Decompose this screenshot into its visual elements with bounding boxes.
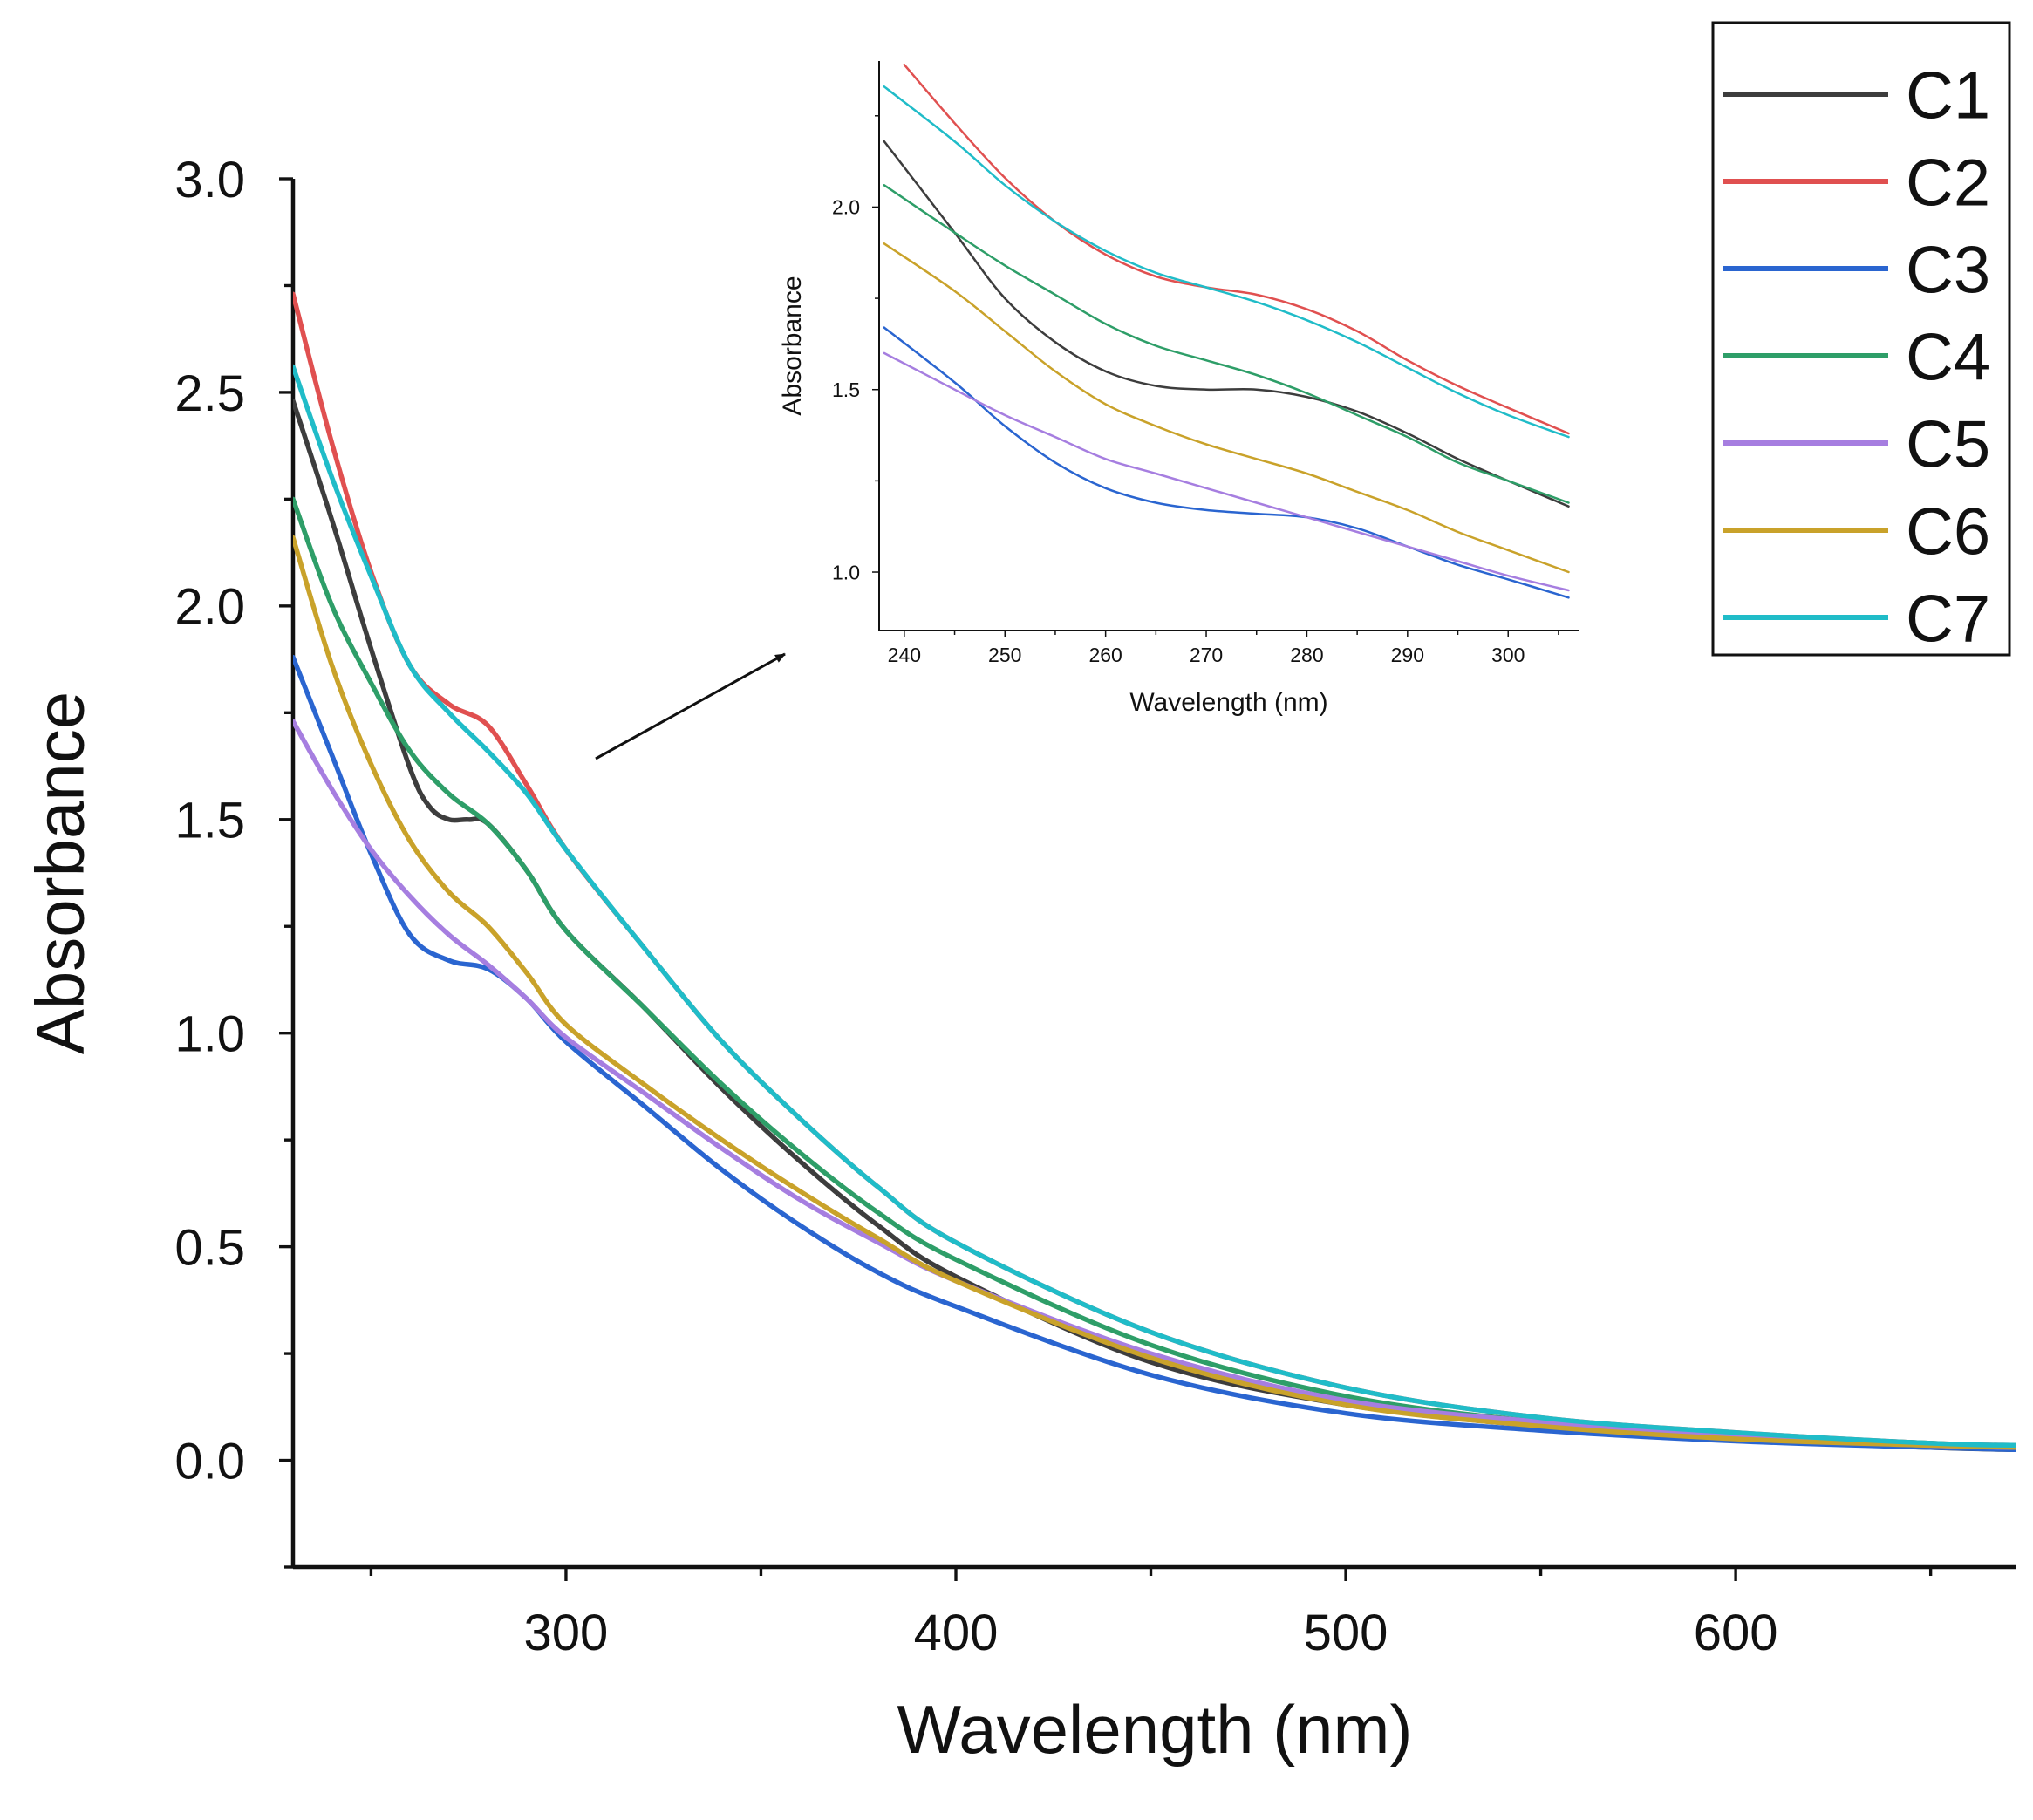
main-series-c5 xyxy=(293,719,2016,1450)
inset-y-tick-label: 2.0 xyxy=(832,196,860,219)
legend-label-c6: C6 xyxy=(1906,494,1990,569)
inset-x-tick-label: 290 xyxy=(1391,644,1424,666)
inset-y-tick-label: 1.0 xyxy=(832,561,860,583)
inset-x-tick-label: 260 xyxy=(1088,644,1122,666)
main-plot: 300 400 500 600 0.0 0.5 1.0 1.5 2.0 2.5 3.0 Wavelen… xyxy=(22,152,2016,1768)
inset-series-c2 xyxy=(903,63,1570,435)
inset-series-c1 xyxy=(883,140,1570,508)
inset-y-tick-label: 1.5 xyxy=(832,378,860,401)
inset-series-group xyxy=(883,63,1570,599)
inset-series-c6 xyxy=(883,242,1570,574)
inset-y-axis-label: Absorbance xyxy=(778,276,807,415)
main-y-tick-label: 2.0 xyxy=(174,579,245,636)
legend-label-c4: C4 xyxy=(1906,320,1990,394)
main-y-tick-label: 3.0 xyxy=(174,152,245,208)
main-x-tick-label: 300 xyxy=(524,1605,609,1661)
legend-label-c1: C1 xyxy=(1906,58,1990,133)
legend-label-c5: C5 xyxy=(1906,407,1990,481)
main-x-axis-label: Wavelength (nm) xyxy=(897,1691,1413,1768)
inset-x-tick-label: 270 xyxy=(1190,644,1223,666)
inset-x-tick-label: 240 xyxy=(888,644,921,666)
main-y-axis-label: Absorbance xyxy=(22,692,99,1054)
legend-label-c2: C2 xyxy=(1906,146,1990,220)
legend-label-c7: C7 xyxy=(1906,582,1990,656)
main-series-group xyxy=(293,291,2016,1453)
main-series-c6 xyxy=(293,535,2016,1450)
inset-series-c7 xyxy=(883,85,1570,439)
inset-plot: 240 250 260 270 280 290 300 1.0 1.5 2.0 Wavelength… xyxy=(778,61,1579,717)
legend-label-c3: C3 xyxy=(1906,233,1990,307)
inset-x-tick-label: 300 xyxy=(1491,644,1525,666)
inset-series-c5 xyxy=(883,351,1570,592)
zoom-arrow xyxy=(595,652,786,760)
main-series-c3 xyxy=(293,654,2016,1453)
main-y-tick-label: 1.0 xyxy=(174,1006,245,1063)
inset-series-c4 xyxy=(883,184,1570,504)
legend-frame xyxy=(1711,21,2011,657)
main-x-tick-label: 500 xyxy=(1304,1605,1388,1661)
main-y-tick-label: 0.5 xyxy=(174,1219,245,1276)
inset-x-axis-label: Wavelength (nm) xyxy=(1129,688,1327,717)
main-y-tick-label: 1.5 xyxy=(174,793,245,849)
legend: C1 C2 C3 C4 C5 C6 C7 xyxy=(1711,21,2011,657)
inset-x-tick-label: 250 xyxy=(988,644,1021,666)
main-x-tick-label: 400 xyxy=(914,1605,999,1661)
main-x-tick-label: 600 xyxy=(1694,1605,1778,1661)
main-y-tick-label: 2.5 xyxy=(174,365,245,422)
inset-series-c3 xyxy=(883,326,1570,599)
inset-x-tick-label: 280 xyxy=(1290,644,1323,666)
main-y-tick-label: 0.0 xyxy=(174,1433,245,1489)
main-series-c7 xyxy=(293,364,2016,1449)
